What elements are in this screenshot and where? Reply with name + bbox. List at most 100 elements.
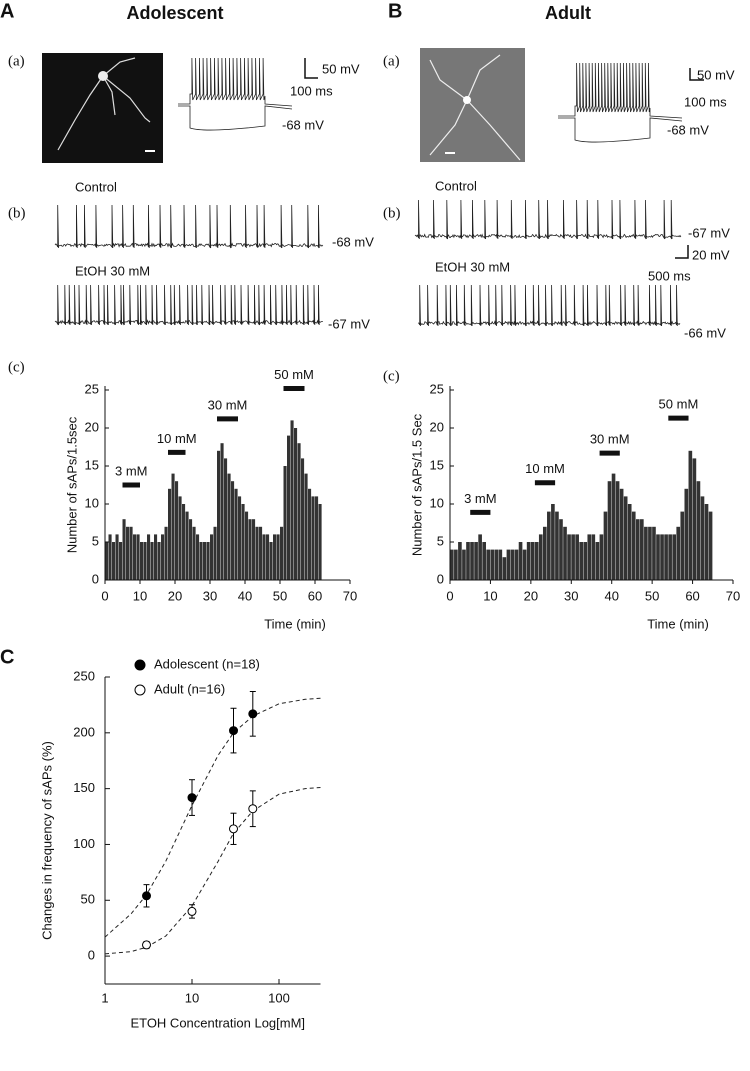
bar [470, 542, 474, 580]
x-tick-label: 50 [645, 588, 659, 603]
annotation: 30 mM [590, 432, 630, 447]
point [229, 824, 239, 834]
bar [178, 496, 182, 580]
trace [414, 199, 682, 240]
bar [575, 534, 579, 580]
bar [547, 511, 551, 580]
bar [627, 504, 632, 580]
bar [555, 511, 559, 580]
bar [490, 549, 495, 580]
bar [196, 534, 200, 580]
bar [133, 534, 137, 580]
legend-label: Adult (n=16) [154, 681, 225, 696]
y-tick-label: 0 [92, 571, 99, 586]
bar [175, 481, 179, 580]
bar [656, 534, 660, 580]
scale-label: 50 mV [697, 67, 735, 82]
legend-label: Adolescent (n=18) [154, 656, 260, 671]
scale-bar [689, 68, 704, 81]
bar [474, 542, 478, 580]
annotation: 3 mM [115, 463, 148, 478]
legend-marker [134, 684, 146, 696]
bar [273, 534, 277, 580]
trace [54, 284, 323, 326]
bar [213, 526, 217, 580]
x-axis-label: Time (min) [647, 616, 709, 631]
vm-label: -67 mV [328, 316, 370, 331]
bar [692, 458, 697, 580]
bar [192, 526, 196, 580]
bar [199, 542, 203, 580]
bar [301, 458, 305, 580]
bar [510, 549, 515, 580]
annotation: 50 mM [274, 367, 314, 382]
vm-label: -68 mV [667, 122, 709, 137]
scale-label: 20 mV [692, 247, 730, 262]
y-tick-label: 20 [85, 419, 99, 434]
bar [530, 542, 535, 580]
fit-curve [104, 697, 321, 938]
bar [105, 542, 109, 580]
bar [563, 526, 567, 580]
trace [178, 105, 293, 131]
x-tick-label: 60 [685, 588, 699, 603]
point [229, 726, 239, 736]
bar [514, 549, 519, 580]
bar [189, 519, 193, 580]
point [187, 906, 197, 916]
bar [526, 542, 531, 580]
bar [619, 488, 624, 580]
bar [676, 526, 681, 580]
sub-label: (c) [383, 368, 400, 384]
x-tick-label: 20 [524, 588, 538, 603]
bar [122, 519, 126, 580]
panel-letter: A [0, 0, 14, 22]
bar [640, 519, 644, 580]
vm-label: -67 mV [688, 225, 730, 240]
y-tick-label: 15 [85, 457, 99, 472]
bar [119, 542, 123, 580]
x-tick-label: 70 [726, 588, 740, 603]
bar [227, 473, 231, 580]
bar [283, 466, 287, 580]
bar [583, 542, 588, 580]
bar [154, 534, 158, 580]
annotation: 50 mM [659, 397, 699, 412]
bar [143, 542, 147, 580]
bar [486, 549, 491, 580]
annotation: 10 mM [525, 461, 565, 476]
y-tick-label: 100 [73, 836, 95, 851]
trace [178, 57, 293, 107]
sub-label: (b) [383, 205, 401, 221]
fit-curve [104, 787, 321, 955]
bar [126, 526, 130, 580]
y-tick-label: 5 [92, 533, 99, 548]
bar [147, 534, 151, 580]
bar [276, 534, 280, 580]
point [248, 804, 258, 814]
y-axis-label: Changes in frequency of sAPs (%) [39, 741, 54, 940]
point [142, 940, 152, 950]
x-tick-label: 50 [273, 588, 287, 603]
y-tick-label: 150 [73, 780, 95, 795]
bar [108, 534, 112, 580]
bar [551, 504, 555, 580]
bar [171, 473, 175, 580]
point [248, 709, 258, 719]
y-axis-label: Number of sAPs/1.5sec [64, 416, 79, 553]
scale-label: 100 ms [290, 83, 333, 98]
bar [182, 504, 186, 580]
bar [660, 534, 664, 580]
bar [579, 542, 584, 580]
scale-bar [675, 245, 689, 259]
bar [652, 526, 656, 580]
micrograph [42, 53, 163, 163]
x-tick-label: 100 [268, 990, 290, 1005]
bar [615, 481, 620, 580]
trace [558, 117, 683, 143]
bar [603, 511, 608, 580]
y-tick-label: 10 [430, 495, 444, 510]
y-tick-label: 5 [437, 533, 444, 548]
bar [494, 549, 499, 580]
